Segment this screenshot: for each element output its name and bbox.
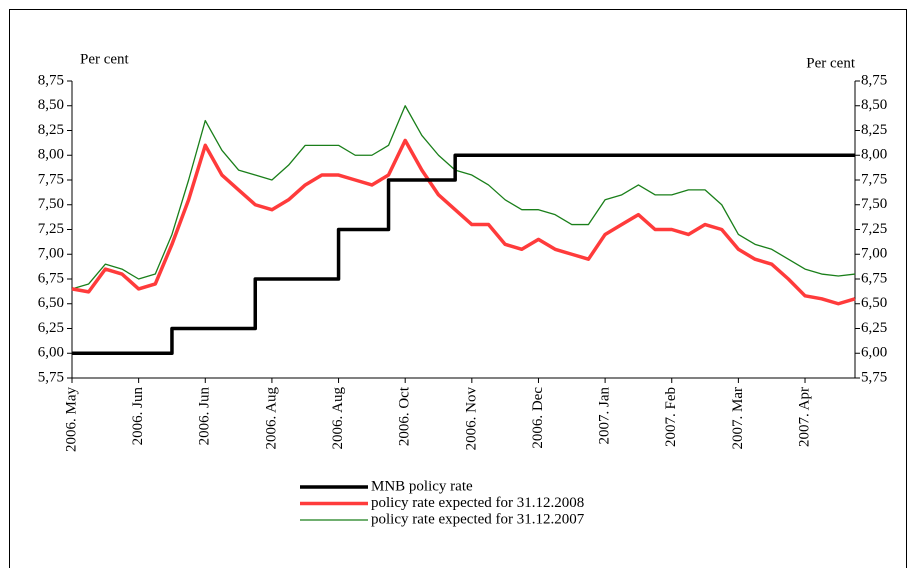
y2-tick-label: 8,00 (861, 147, 887, 163)
x-tick-label: 2006. Aug (263, 387, 279, 450)
x-tick-label: 2007. Apr (796, 387, 812, 447)
y-tick-label: 7,00 (38, 246, 64, 262)
y2-axis-label: Per cent (806, 55, 856, 71)
y2-tick-label: 7,25 (861, 221, 887, 237)
y-tick-label: 6,50 (38, 295, 64, 311)
y2-tick-label: 6,50 (861, 295, 887, 311)
y2-tick-label: 6,75 (861, 270, 887, 286)
x-tick-label: 2007. Mar (730, 387, 746, 450)
y-tick-label: 7,75 (38, 171, 64, 187)
legend-label: policy rate expected for 31.12.2007 (371, 511, 585, 527)
series-line (72, 153, 855, 355)
x-tick-label: 2006. Dec (530, 387, 546, 449)
y-tick-label: 8,00 (38, 147, 64, 163)
y-tick-label: 7,25 (38, 221, 64, 237)
legend-label: policy rate expected for 31.12.2008 (371, 495, 584, 511)
series-line (71, 138, 856, 306)
y2-tick-label: 7,50 (861, 196, 887, 212)
y-tick-label: 5,75 (38, 369, 64, 385)
x-tick-label: 2006. Jun (130, 387, 146, 446)
y-tick-label: 8,75 (38, 72, 64, 88)
x-tick-label: 2006. Nov (463, 387, 479, 451)
y2-tick-label: 8,25 (861, 122, 887, 138)
y2-tick-label: 8,75 (861, 72, 887, 88)
y2-tick-label: 8,50 (861, 97, 887, 113)
y2-tick-label: 7,00 (861, 246, 887, 262)
y2-tick-label: 6,00 (861, 345, 887, 361)
y-axis-label: Per cent (80, 51, 130, 67)
y2-tick-label: 5,75 (861, 369, 887, 385)
x-tick-label: 2006. Jun (197, 387, 213, 446)
y-tick-label: 8,25 (38, 122, 64, 138)
x-tick-label: 2006. Aug (330, 387, 346, 450)
x-tick-label: 2006. Oct (397, 386, 413, 446)
y2-tick-label: 7,75 (861, 171, 887, 187)
y-tick-label: 8,50 (38, 97, 64, 113)
y-tick-label: 7,50 (38, 196, 64, 212)
series-line (71, 105, 856, 290)
x-tick-label: 2007. Jan (597, 387, 613, 445)
y-tick-label: 6,00 (38, 345, 64, 361)
legend-label: MNB policy rate (371, 478, 473, 494)
x-tick-label: 2007. Feb (663, 387, 679, 447)
y2-tick-label: 6,25 (861, 320, 887, 336)
y-tick-label: 6,25 (38, 320, 64, 336)
x-tick-label: 2006. May (63, 387, 79, 452)
y-tick-label: 6,75 (38, 270, 64, 286)
